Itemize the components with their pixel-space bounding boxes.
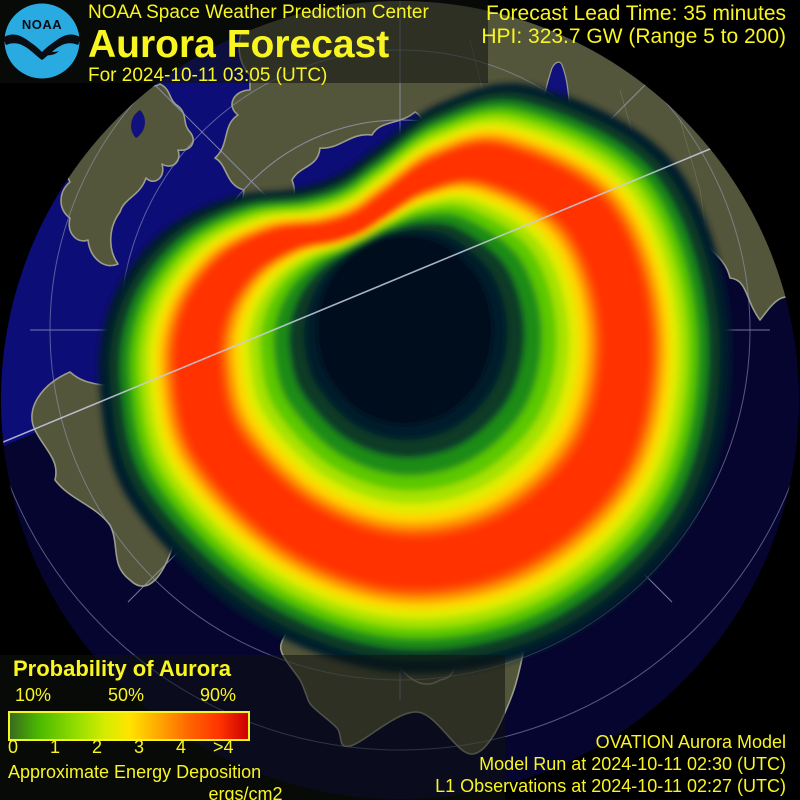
svg-text:NOAA: NOAA <box>22 17 62 32</box>
